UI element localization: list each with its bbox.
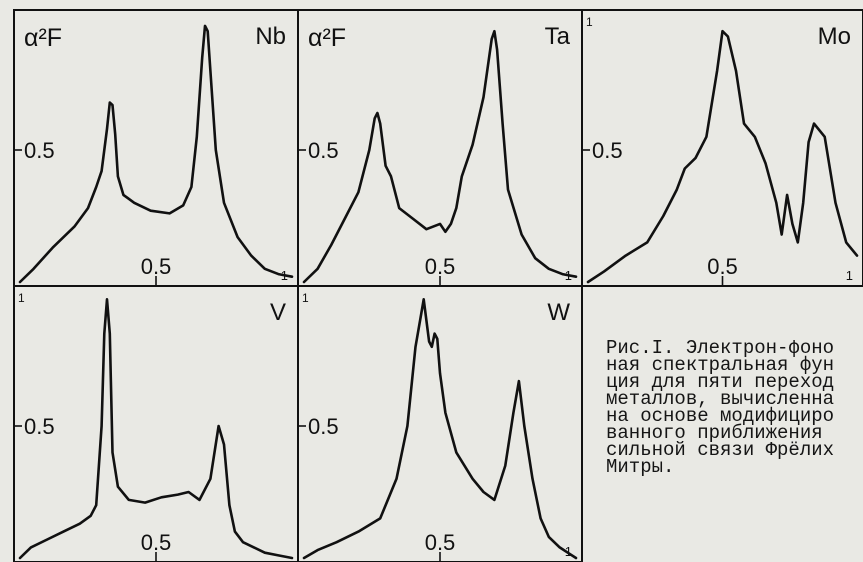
caption-line: на основе модифициро <box>606 405 835 427</box>
caption-line: металлов, вычисленна <box>606 388 835 410</box>
panel-label-v: V <box>270 299 286 326</box>
x-tick-label: 0.5 <box>141 254 172 279</box>
y-axis-label: α²F <box>24 24 62 52</box>
x-tick-label: 0.5 <box>707 254 738 279</box>
spectral-curve-ta <box>302 29 578 284</box>
panel-w <box>297 285 583 562</box>
y-tick-label: 0.5 <box>24 138 55 163</box>
x-tick-label: 0.5 <box>425 254 456 279</box>
spectral-curve-nb <box>18 24 294 284</box>
panel-frame-mo <box>581 9 863 287</box>
panel-label-ta: Ta <box>545 23 571 50</box>
caption-line: Рис.I. Электрон-фоно <box>606 340 835 359</box>
x-tick-label: 1 <box>846 268 853 283</box>
panel-frame-v <box>13 285 299 562</box>
caption-line: Митры. <box>606 456 675 477</box>
y-tick-label: 0.5 <box>308 414 339 439</box>
x-tick-label: 1 <box>281 268 288 283</box>
y-tick-label: 0.5 <box>24 414 55 439</box>
caption-line: ция для пяти переход <box>606 371 835 393</box>
y-tick-label: 1 <box>302 291 309 305</box>
panel-frame-w <box>297 285 583 562</box>
y-tick-label: 1 <box>18 291 25 305</box>
spectral-curve-v <box>18 298 294 560</box>
panel-label-mo: Mo <box>818 23 851 50</box>
y-tick-label: 0.5 <box>592 138 623 163</box>
y-tick-label: 1 <box>586 15 593 29</box>
spectral-curve-mo <box>586 29 859 284</box>
panel-label-w: W <box>547 299 570 326</box>
y-tick-label: 0.5 <box>308 138 339 163</box>
panel-label-nb: Nb <box>255 23 286 50</box>
panel-mo <box>581 9 863 287</box>
x-tick-label: 1 <box>565 268 572 283</box>
y-axis-label: α²F <box>308 24 346 52</box>
spectral-curve-w <box>302 298 578 560</box>
x-tick-label: 0.5 <box>141 530 172 555</box>
caption-line: сильной связи Фрёлих <box>606 439 835 461</box>
panel-v <box>13 285 299 562</box>
x-tick-label: 0.5 <box>425 530 456 555</box>
x-tick-label: 1 <box>565 544 572 559</box>
caption-line: ная спектральная фун <box>606 354 835 376</box>
figure-caption: Рис.I. Электрон-фоно ная спектральная фу… <box>606 340 863 476</box>
caption-line: ванного приближения <box>606 422 823 444</box>
